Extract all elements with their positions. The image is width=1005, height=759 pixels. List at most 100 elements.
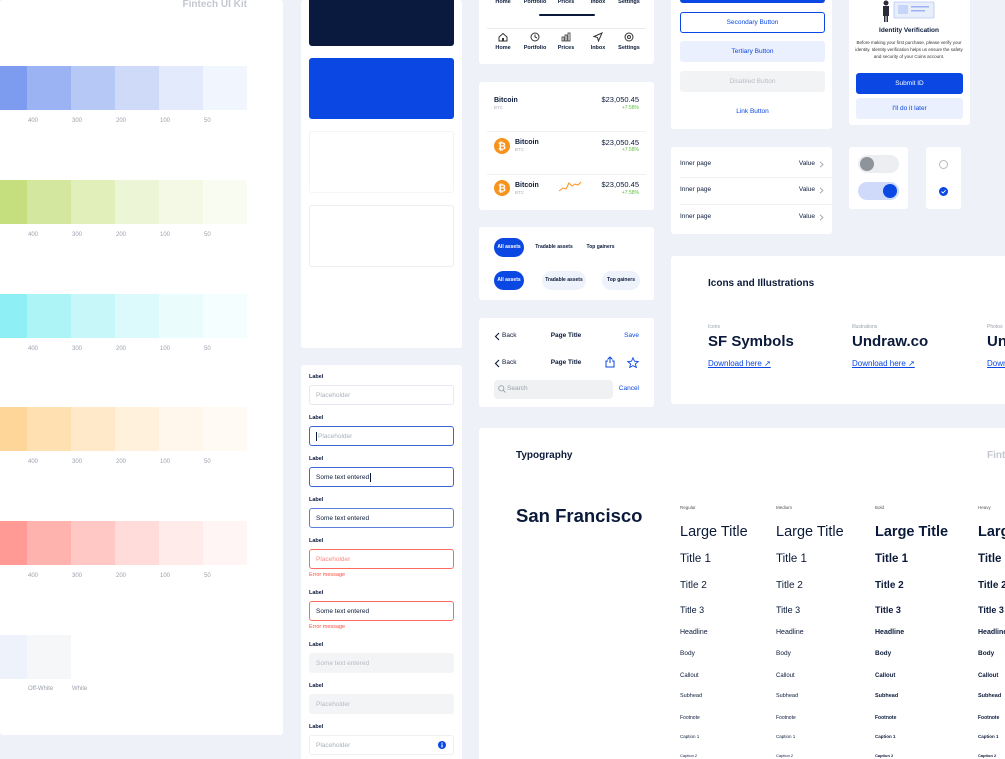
info-icon: [438, 741, 446, 749]
input-text: Some text entered: [316, 514, 370, 522]
button[interactable]: Link Button: [736, 108, 769, 115]
text-input[interactable]: [309, 549, 454, 569]
text-input[interactable]: [309, 653, 454, 673]
asset-change: +7.58%: [621, 147, 639, 153]
text-input[interactable]: [309, 508, 454, 528]
text-input[interactable]: [309, 601, 454, 621]
button[interactable]: Tertiary Button: [680, 41, 825, 62]
resource-kind: Photos: [987, 323, 1003, 330]
tab-label[interactable]: Home: [495, 45, 511, 52]
button[interactable]: Disabled Button: [680, 71, 825, 92]
tab-label[interactable]: Portfolio: [523, 0, 547, 6]
text-input[interactable]: [309, 467, 454, 487]
chip[interactable]: Top gainers: [602, 270, 640, 290]
color-swatch: [27, 66, 71, 110]
field-label: Label: [309, 590, 324, 597]
nav-cancel[interactable]: Cancel: [618, 385, 639, 393]
field-label: Label: [309, 683, 324, 690]
text-input[interactable]: [309, 735, 454, 755]
resource-name: Undraw.co: [852, 332, 929, 350]
identity-illustration-part: [911, 6, 929, 8]
typography-title: Typography: [516, 450, 573, 461]
sparkline-part: [558, 181, 582, 192]
text-input[interactable]: [309, 694, 454, 714]
primary-button[interactable]: [680, 0, 825, 3]
swatch-label: 100: [160, 459, 171, 465]
tab-label[interactable]: Settings: [618, 0, 640, 6]
button[interactable]: Secondary Button: [680, 12, 825, 33]
chip[interactable]: Tradable assets: [542, 270, 586, 290]
error-message: Error message: [309, 624, 346, 631]
header-title: Fintech UI Kit: [182, 0, 247, 10]
input-text: Some text entered: [316, 607, 370, 615]
coin-icon-part: [494, 137, 510, 154]
input-text: Placeholder: [316, 391, 351, 399]
chip[interactable]: All assets: [494, 237, 524, 257]
color-swatch: [0, 294, 27, 338]
field-label: Label: [309, 456, 324, 463]
type-sample: Footnote: [875, 714, 897, 721]
type-sample: Caption 2: [875, 753, 894, 758]
identity-illustration: [883, 0, 935, 22]
radio-on-part: [940, 189, 946, 194]
swatch-label: 300: [72, 346, 83, 352]
asset-ticker: BTC: [515, 189, 524, 195]
chip[interactable]: Top gainers: [586, 244, 615, 250]
color-swatch: [115, 294, 159, 338]
tab-icon-part: [534, 34, 538, 39]
chip[interactable]: All assets: [494, 270, 524, 290]
download-link[interactable]: Download here ↗: [852, 359, 915, 368]
later-button[interactable]: I'll do it later: [856, 98, 963, 119]
color-swatch: [27, 521, 71, 565]
input-text: Some text entered: [316, 472, 372, 482]
color-swatch: [27, 407, 71, 451]
resource-name: Unsplash: [987, 332, 1005, 350]
type-sample: Callout: [680, 673, 699, 679]
radio-on-part: [938, 186, 948, 196]
color-swatch: [203, 66, 247, 110]
tab-bar-panel: [479, 0, 654, 64]
download-link[interactable]: Download here ↗: [708, 359, 771, 368]
coin-icon-part: ₿: [498, 183, 506, 195]
typography-panel: [479, 428, 1005, 759]
list-chevron: [819, 213, 824, 221]
swatch-label: 300: [72, 118, 83, 124]
search-icon-part: [498, 385, 505, 392]
list-panel: [671, 147, 832, 234]
list-chevron-part: [819, 187, 824, 194]
text-input[interactable]: [309, 385, 454, 405]
tab-label[interactable]: Inbox: [590, 0, 606, 6]
color-swatch: [0, 521, 27, 565]
swatch-label: 400: [28, 118, 39, 124]
list-chevron: [819, 187, 824, 194]
nav-back[interactable]: Back: [502, 358, 517, 366]
asset-price: $23,050.45: [601, 95, 639, 105]
chip[interactable]: Tradable assets: [535, 244, 573, 250]
submit-button[interactable]: Submit ID: [856, 73, 963, 94]
type-sample: Footnote: [978, 714, 1000, 721]
radio-off[interactable]: [938, 159, 948, 169]
download-link[interactable]: Download here ↗: [987, 359, 1005, 368]
tab-label[interactable]: Settings: [618, 45, 640, 52]
swatch-label: 50: [204, 232, 211, 238]
nav-back[interactable]: Back: [502, 331, 517, 339]
tab-label[interactable]: Home: [495, 0, 511, 6]
tab-label[interactable]: Prices: [557, 0, 575, 6]
tab-icon-part: [624, 32, 634, 42]
text-input[interactable]: [309, 426, 454, 446]
identity-illustration-part: [911, 10, 925, 12]
type-sample: Title 2: [680, 580, 707, 591]
tab-label[interactable]: Prices: [557, 45, 575, 52]
swatch-label: 100: [160, 573, 171, 579]
tab-label[interactable]: Portfolio: [523, 45, 547, 52]
nav-save[interactable]: Save: [624, 331, 639, 339]
type-sample: Title 1: [776, 553, 807, 566]
field-label: Label: [309, 538, 324, 545]
search-field[interactable]: [494, 380, 613, 399]
type-sample: Title 3: [680, 604, 705, 615]
back-chevron: [494, 332, 500, 340]
color-swatch: [203, 180, 247, 224]
tab-label[interactable]: Inbox: [590, 45, 606, 52]
share-icon-part: [605, 360, 615, 368]
